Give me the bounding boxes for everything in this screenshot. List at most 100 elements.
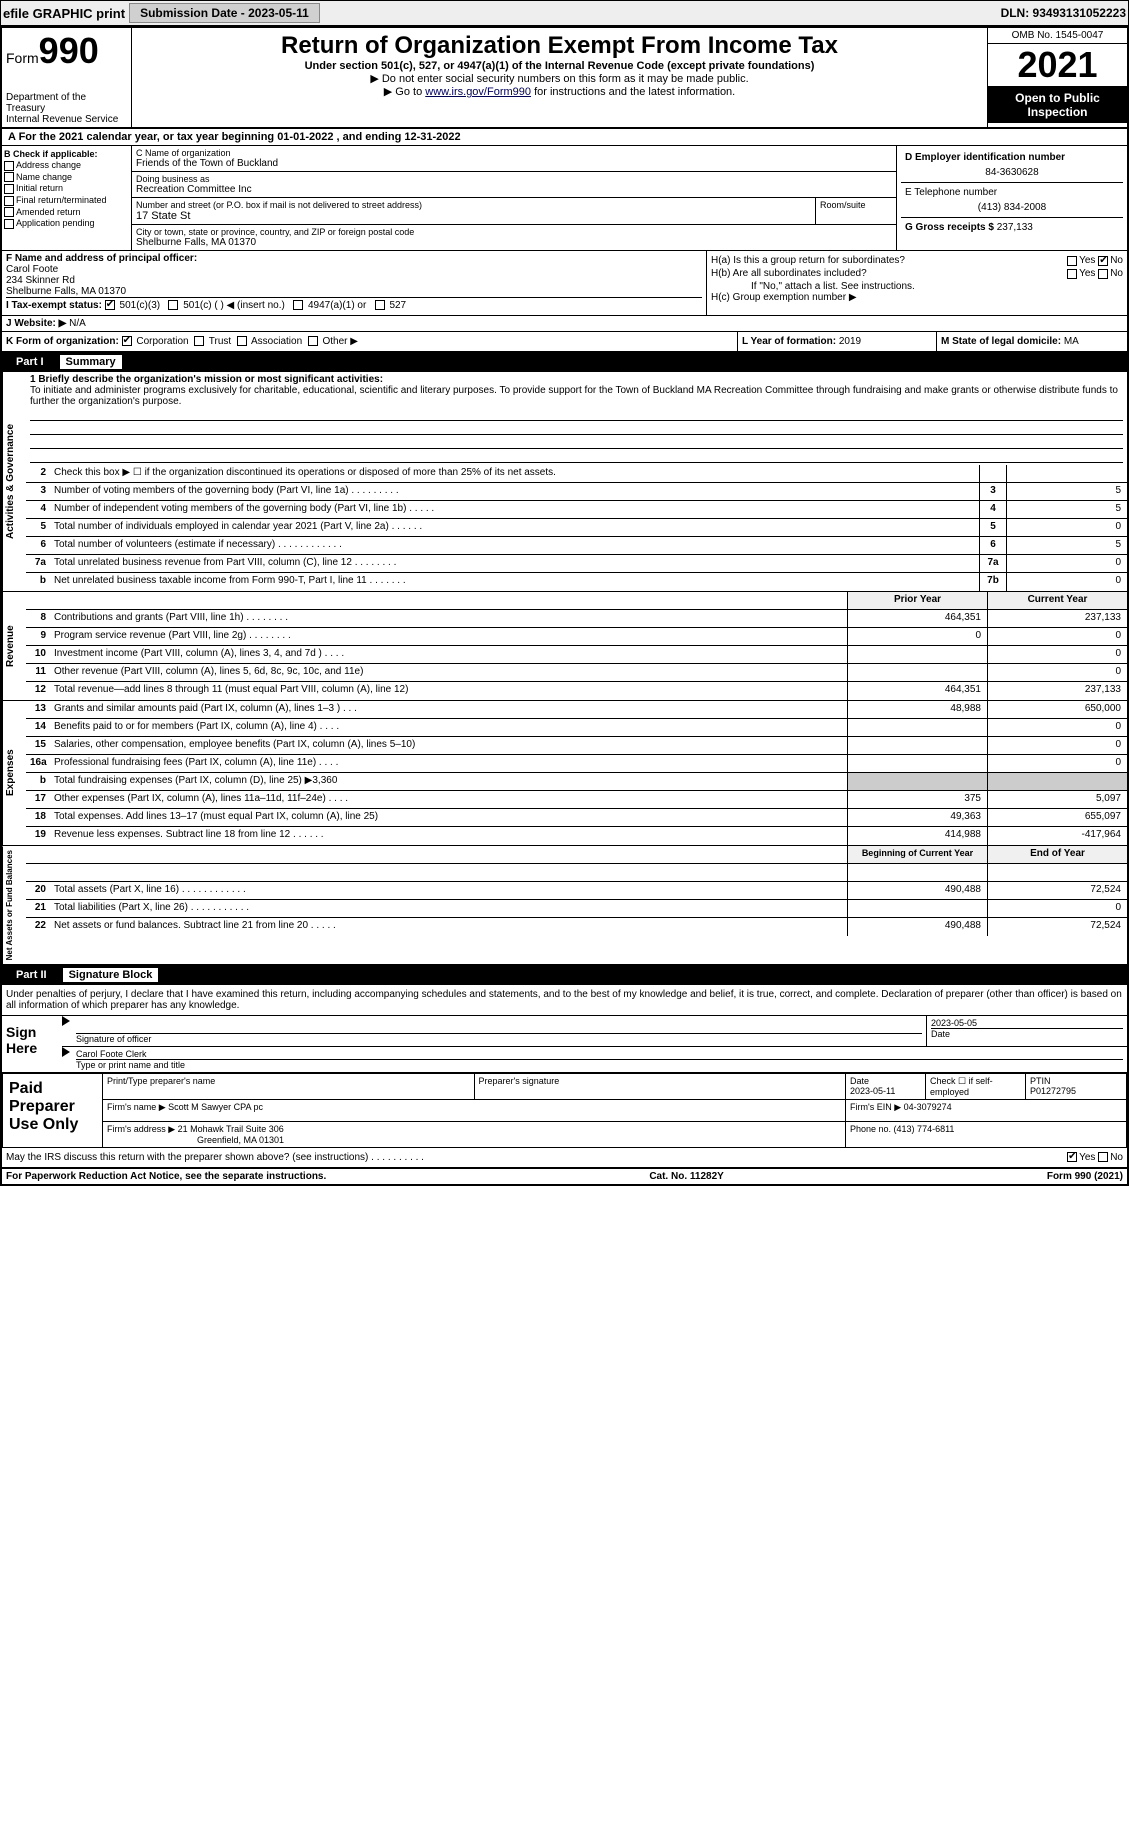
cb-application-pending[interactable]: Application pending <box>4 218 129 229</box>
firm-addr-cell: Firm's address ▶ 21 Mohawk Trail Suite 3… <box>103 1122 846 1147</box>
dln-label: DLN: 93493131052223 <box>1001 6 1126 20</box>
efile-label: efile GRAPHIC print <box>3 6 125 21</box>
type-name-label: Type or print name and title <box>76 1060 1123 1070</box>
summary-line: 10Investment income (Part VIII, column (… <box>26 646 1127 664</box>
irs-label: Internal Revenue Service <box>6 114 127 125</box>
city-row: City or town, state or province, country… <box>132 225 896 250</box>
form-note1: ▶ Do not enter social security numbers o… <box>136 72 983 85</box>
submission-date-btn[interactable]: Submission Date - 2023-05-11 <box>129 3 320 23</box>
cb-4947[interactable] <box>293 300 303 310</box>
summary-line: 4Number of independent voting members of… <box>26 501 1127 519</box>
summary-line: 13Grants and similar amounts paid (Part … <box>26 701 1127 719</box>
org-name: Friends of the Town of Buckland <box>136 158 892 169</box>
cb-initial-return[interactable]: Initial return <box>4 183 129 194</box>
phone-label: E Telephone number <box>905 187 1119 198</box>
date-label: Date <box>931 1029 1123 1039</box>
arrow-icon <box>62 1016 70 1026</box>
cb-corporation[interactable] <box>122 336 132 346</box>
form-label: Form <box>6 50 39 66</box>
cb-ha-yes[interactable] <box>1067 256 1077 266</box>
phone-value: (413) 834-2008 <box>905 202 1119 213</box>
col-f-officer: F Name and address of principal officer:… <box>2 251 707 315</box>
form-number: 990 <box>39 30 99 71</box>
sign-here-row: Sign Here Signature of officer 2023-05-0… <box>2 1016 1127 1073</box>
preparer-name-hdr: Print/Type preparer's name <box>103 1074 475 1099</box>
summary-line: 15Salaries, other compensation, employee… <box>26 737 1127 755</box>
row-k-l-m: K Form of organization: Corporation Trus… <box>2 332 1127 352</box>
self-employed-hdr: Check ☐ if self-employed <box>926 1074 1026 1099</box>
form-990-container: Form990 Department of the Treasury Inter… <box>0 26 1129 1186</box>
dept-label: Department of the Treasury <box>6 92 127 114</box>
top-bar: efile GRAPHIC print Submission Date - 20… <box>0 0 1129 26</box>
cb-hb-yes[interactable] <box>1067 269 1077 279</box>
arrow-icon <box>62 1047 70 1057</box>
pra-notice: For Paperwork Reduction Act Notice, see … <box>6 1171 326 1182</box>
cb-hb-no[interactable] <box>1098 269 1108 279</box>
cb-trust[interactable] <box>194 336 204 346</box>
summary-line: 6Total number of volunteers (estimate if… <box>26 537 1127 555</box>
col-d-e-g: D Employer identification number 84-3630… <box>897 146 1127 250</box>
part-2-header: Part II Signature Block <box>2 965 1127 985</box>
org-name-label: C Name of organization <box>136 148 892 158</box>
summary-line: 2Check this box ▶ ☐ if the organization … <box>26 465 1127 483</box>
irs-link[interactable]: www.irs.gov/Form990 <box>425 86 531 98</box>
section-expenses: Expenses 13Grants and similar amounts pa… <box>2 701 1127 846</box>
cb-discuss-yes[interactable] <box>1067 1152 1077 1162</box>
col-h-group: H(a) Is this a group return for subordin… <box>707 251 1127 315</box>
form-title: Return of Organization Exempt From Incom… <box>136 32 983 60</box>
ein-value: 84-3630628 <box>905 167 1119 178</box>
cb-association[interactable] <box>237 336 247 346</box>
hb-note: If "No," attach a list. See instructions… <box>711 281 1123 292</box>
mission-block: 1 Briefly describe the organization's mi… <box>26 372 1127 465</box>
firm-name-cell: Firm's name ▶ Scott M Sawyer CPA pc <box>103 1100 846 1121</box>
paid-preparer-section: Paid Preparer Use Only Print/Type prepar… <box>2 1073 1127 1148</box>
website-value: N/A <box>66 318 85 329</box>
hc-row: H(c) Group exemption number ▶ <box>711 292 1123 303</box>
summary-line: 21Total liabilities (Part X, line 26) . … <box>26 900 1127 918</box>
form-version: Form 990 (2021) <box>1047 1171 1123 1182</box>
summary-line: 7aTotal unrelated business revenue from … <box>26 555 1127 573</box>
room-label: Room/suite <box>816 198 896 224</box>
officer-addr1: 234 Skinner Rd <box>6 275 702 286</box>
mission-text: To initiate and administer programs excl… <box>30 385 1123 407</box>
cb-discuss-no[interactable] <box>1098 1152 1108 1162</box>
summary-line: 5Total number of individuals employed in… <box>26 519 1127 537</box>
summary-line: bNet unrelated business taxable income f… <box>26 573 1127 591</box>
cb-ha-no[interactable] <box>1098 256 1108 266</box>
col-b-title: B Check if applicable: <box>4 149 129 159</box>
cb-other[interactable] <box>308 336 318 346</box>
summary-line: 9Program service revenue (Part VIII, lin… <box>26 628 1127 646</box>
org-name-row: C Name of organization Friends of the To… <box>132 146 896 172</box>
summary-line <box>26 864 1127 882</box>
summary-line: 12Total revenue—add lines 8 through 11 (… <box>26 682 1127 700</box>
vtab-revenue: Revenue <box>2 592 26 700</box>
cb-501c[interactable] <box>168 300 178 310</box>
officer-name: Carol Foote <box>6 264 702 275</box>
cb-name-change[interactable]: Name change <box>4 172 129 183</box>
ptin-cell: PTINP01272795 <box>1026 1074 1126 1099</box>
form-number-box: Form990 Department of the Treasury Inter… <box>2 28 132 127</box>
cb-address-change[interactable]: Address change <box>4 160 129 171</box>
may-discuss-row: May the IRS discuss this return with the… <box>2 1148 1127 1168</box>
date-hdr: Date2023-05-11 <box>846 1074 926 1099</box>
firm-ein-cell: Firm's EIN ▶ 04-3079274 <box>846 1100 1126 1121</box>
paid-preparer-label: Paid Preparer Use Only <box>3 1074 103 1147</box>
city-value: Shelburne Falls, MA 01370 <box>136 237 892 248</box>
sig-officer-label: Signature of officer <box>76 1034 922 1044</box>
cb-amended-return[interactable]: Amended return <box>4 207 129 218</box>
cb-final-return[interactable]: Final return/terminated <box>4 195 129 206</box>
phone-row: E Telephone number (413) 834-2008 <box>901 183 1123 218</box>
cb-527[interactable] <box>375 300 385 310</box>
summary-line: 17Other expenses (Part IX, column (A), l… <box>26 791 1127 809</box>
gross-row: G Gross receipts $ 237,133 <box>901 218 1123 237</box>
gross-value: 237,133 <box>997 222 1033 233</box>
summary-line: 20Total assets (Part X, line 16) . . . .… <box>26 882 1127 900</box>
officer-addr2: Shelburne Falls, MA 01370 <box>6 286 702 298</box>
cb-501c3[interactable] <box>105 300 115 310</box>
section-b-through-g: B Check if applicable: Address change Na… <box>2 146 1127 251</box>
section-f-h: F Name and address of principal officer:… <box>2 251 1127 316</box>
section-net-assets: Net Assets or Fund Balances Beginning of… <box>2 846 1127 965</box>
summary-line: 19Revenue less expenses. Subtract line 1… <box>26 827 1127 845</box>
col-c-org-info: C Name of organization Friends of the To… <box>132 146 897 250</box>
form-header: Form990 Department of the Treasury Inter… <box>2 28 1127 129</box>
